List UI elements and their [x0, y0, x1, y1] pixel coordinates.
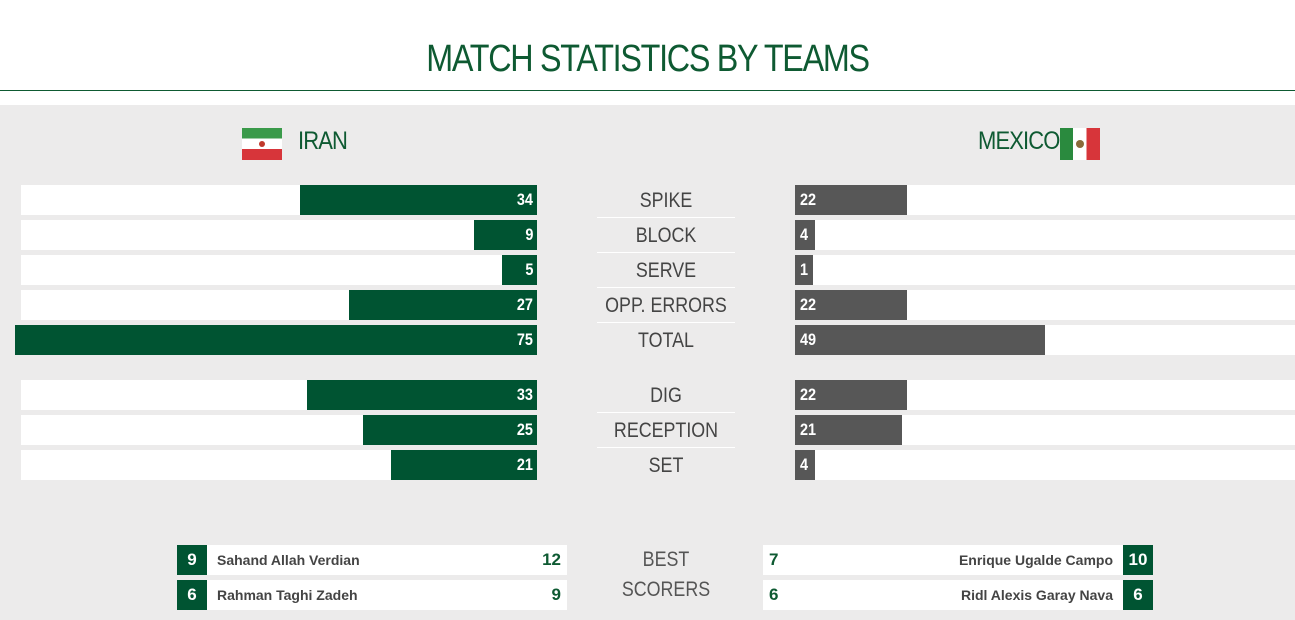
- scorer-number: 9: [177, 545, 207, 575]
- bar-left: 27: [349, 290, 537, 320]
- bar-track-right: 21: [795, 415, 1295, 445]
- bar-value-left: 9: [524, 225, 533, 244]
- bar-right: 21: [795, 415, 902, 445]
- bar-value-left: 5: [524, 260, 533, 279]
- category-label: SPIKE: [639, 189, 693, 212]
- bar-left: 34: [300, 185, 537, 215]
- scorer-number: 10: [1123, 545, 1153, 575]
- bar-left: 9: [474, 220, 537, 250]
- bar-track-right: 22: [795, 185, 1295, 215]
- category-label: SERVE: [635, 259, 697, 282]
- bar-right: 4: [795, 220, 815, 250]
- bar-value-right: 22: [800, 190, 817, 209]
- stats-panel: [0, 105, 1295, 620]
- category-label: BLOCK: [635, 224, 697, 247]
- bar-right: 4: [795, 450, 815, 480]
- category-label: SET: [648, 454, 684, 477]
- bar-value-right: 22: [800, 295, 817, 314]
- scorer-points: 7: [769, 550, 779, 569]
- category-label: TOTAL: [638, 329, 694, 352]
- bar-value-left: 75: [516, 330, 533, 349]
- scorer-points: 12: [542, 550, 561, 569]
- mexico-flag-icon: [1060, 128, 1100, 160]
- bar-value-left: 27: [516, 295, 533, 314]
- row-divider: [597, 217, 735, 218]
- scorer-row-left-2: 6 Rahman Taghi Zadeh 9: [177, 580, 567, 610]
- bar-left: 33: [307, 380, 537, 410]
- bar-track-right: 1: [795, 255, 1295, 285]
- row-divider: [597, 252, 735, 253]
- bar-value-left: 33: [516, 385, 533, 404]
- row-divider: [597, 447, 735, 448]
- bar-track-left: 75: [15, 325, 537, 355]
- bar-left: 5: [502, 255, 537, 285]
- bar-left: 75: [15, 325, 537, 355]
- scorer-number: 6: [1123, 580, 1153, 610]
- bar-value-right: 22: [800, 385, 817, 404]
- bar-value-left: 25: [516, 420, 533, 439]
- bar-value-right: 4: [800, 455, 809, 474]
- scorer-name: Sahand Allah Verdian: [217, 552, 360, 568]
- bar-track-left: 5: [21, 255, 537, 285]
- bar-value-right: 4: [800, 225, 809, 244]
- scorer-points: 9: [551, 585, 561, 604]
- row-divider: [597, 322, 735, 323]
- bar-value-left: 34: [516, 190, 533, 209]
- bar-right: 49: [795, 325, 1045, 355]
- bar-track-right: 49: [795, 325, 1295, 355]
- bar-right: 22: [795, 185, 907, 215]
- scorer-row-left-1: 9 Sahand Allah Verdian 12: [177, 545, 567, 575]
- iran-flag-icon: [242, 128, 282, 160]
- bar-right: 22: [795, 290, 907, 320]
- category-label: OPP. ERRORS: [605, 294, 727, 317]
- category-label: DIG: [650, 384, 682, 407]
- bar-right: 1: [795, 255, 813, 285]
- bar-track-left: 9: [21, 220, 537, 250]
- page-title: MATCH STATISTICS BY TEAMS: [426, 38, 870, 80]
- scorer-number: 6: [177, 580, 207, 610]
- bar-value-left: 21: [516, 455, 533, 474]
- bar-left: 25: [363, 415, 537, 445]
- row-divider: [597, 287, 735, 288]
- bar-track-right: 22: [795, 290, 1295, 320]
- row-divider: [597, 412, 735, 413]
- scorer-name: Enrique Ugalde Campo: [958, 552, 1113, 568]
- bar-track-left: 33: [21, 380, 537, 410]
- scorer-name: Ridl Alexis Garay Nava: [960, 587, 1113, 603]
- bar-track-left: 27: [21, 290, 537, 320]
- scorer-row-right-2: 6 Ridl Alexis Garay Nava 6: [763, 580, 1153, 610]
- bar-track-left: 34: [21, 185, 537, 215]
- scorer-points: 6: [769, 585, 779, 604]
- bar-value-right: 49: [800, 330, 817, 349]
- bar-track-right: 4: [795, 450, 1295, 480]
- team-name-right: MEXICO: [978, 127, 1060, 155]
- bar-track-left: 21: [21, 450, 537, 480]
- best-scorers-label: BEST SCORERS: [621, 548, 711, 601]
- bar-track-right: 4: [795, 220, 1295, 250]
- bar-track-right: 22: [795, 380, 1295, 410]
- bar-right: 22: [795, 380, 907, 410]
- team-name-left: IRAN: [298, 127, 348, 155]
- scorer-row-right-1: 7 Enrique Ugalde Campo 10: [763, 545, 1153, 575]
- category-label: RECEPTION: [613, 419, 719, 442]
- bar-value-right: 21: [800, 420, 817, 439]
- header: MATCH STATISTICS BY TEAMS: [0, 0, 1295, 91]
- scorer-name: Rahman Taghi Zadeh: [217, 587, 358, 603]
- bar-value-right: 1: [800, 260, 809, 279]
- bar-track-left: 25: [21, 415, 537, 445]
- bar-left: 21: [391, 450, 537, 480]
